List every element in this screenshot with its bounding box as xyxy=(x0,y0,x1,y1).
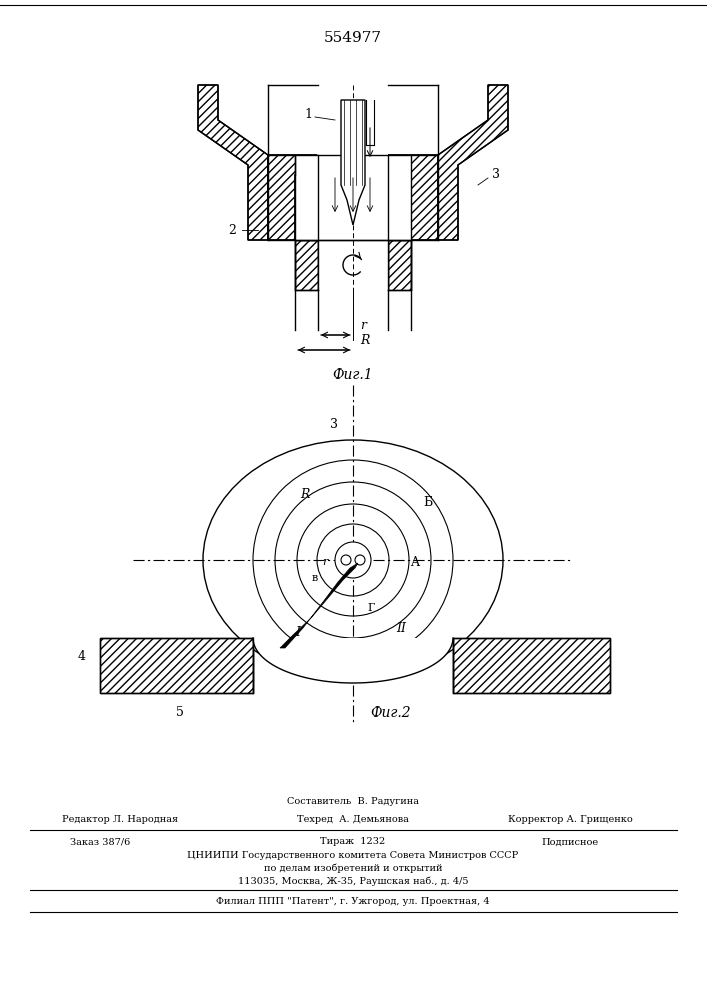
Text: A: A xyxy=(411,556,419,570)
Text: 5: 5 xyxy=(176,706,184,720)
Polygon shape xyxy=(388,155,411,240)
Circle shape xyxy=(335,542,371,578)
Circle shape xyxy=(275,482,431,638)
Text: 1: 1 xyxy=(304,108,312,121)
Polygon shape xyxy=(318,100,388,290)
Text: 2: 2 xyxy=(228,224,236,236)
Text: Фиг.1: Фиг.1 xyxy=(333,368,373,382)
Circle shape xyxy=(355,555,365,565)
Text: 554977: 554977 xyxy=(324,31,382,45)
Polygon shape xyxy=(341,100,365,225)
Text: Корректор А. Грищенко: Корректор А. Грищенко xyxy=(508,816,632,824)
Circle shape xyxy=(297,504,409,616)
Text: Редактор Л. Народная: Редактор Л. Народная xyxy=(62,816,178,824)
Text: Заказ 387/6: Заказ 387/6 xyxy=(70,838,130,846)
Circle shape xyxy=(317,524,389,596)
Polygon shape xyxy=(198,85,268,240)
Polygon shape xyxy=(388,155,438,240)
Polygon shape xyxy=(388,240,411,290)
Text: Фиг.2: Фиг.2 xyxy=(370,706,411,720)
Text: 3: 3 xyxy=(492,168,500,182)
Text: R: R xyxy=(360,334,369,347)
Text: R: R xyxy=(300,488,310,502)
Text: по делам изобретений и открытий: по делам изобретений и открытий xyxy=(264,863,443,873)
Text: Тираж  1232: Тираж 1232 xyxy=(320,838,385,846)
Circle shape xyxy=(341,555,351,565)
Polygon shape xyxy=(100,638,253,693)
Ellipse shape xyxy=(203,440,503,680)
Polygon shape xyxy=(438,85,508,240)
Text: r: r xyxy=(322,557,327,567)
Polygon shape xyxy=(268,155,317,240)
Text: 4: 4 xyxy=(78,650,86,662)
Text: Техред  А. Демьянова: Техред А. Демьянова xyxy=(297,816,409,824)
Text: Филиал ППП "Патент", г. Ужгород, ул. Проектная, 4: Филиал ППП "Патент", г. Ужгород, ул. Про… xyxy=(216,898,490,906)
Text: Б: Б xyxy=(423,495,433,508)
Text: Г: Г xyxy=(368,603,375,613)
Text: Составитель  В. Радугина: Составитель В. Радугина xyxy=(287,798,419,806)
Text: 3: 3 xyxy=(330,418,338,432)
Circle shape xyxy=(253,460,453,660)
Text: 113035, Москва, Ж-35, Раушская наб., д. 4/5: 113035, Москва, Ж-35, Раушская наб., д. … xyxy=(238,876,468,886)
Text: r: r xyxy=(360,319,366,332)
Polygon shape xyxy=(453,638,610,693)
Text: ЦНИИПИ Государственного комитета Совета Министров СССР: ЦНИИПИ Государственного комитета Совета … xyxy=(187,850,519,859)
Text: Подписное: Подписное xyxy=(542,838,599,846)
Text: в: в xyxy=(312,573,318,583)
Polygon shape xyxy=(295,155,318,240)
Polygon shape xyxy=(295,240,318,290)
Text: I: I xyxy=(296,626,300,639)
Polygon shape xyxy=(280,563,358,648)
Text: II: II xyxy=(396,621,406,635)
Polygon shape xyxy=(253,638,453,683)
